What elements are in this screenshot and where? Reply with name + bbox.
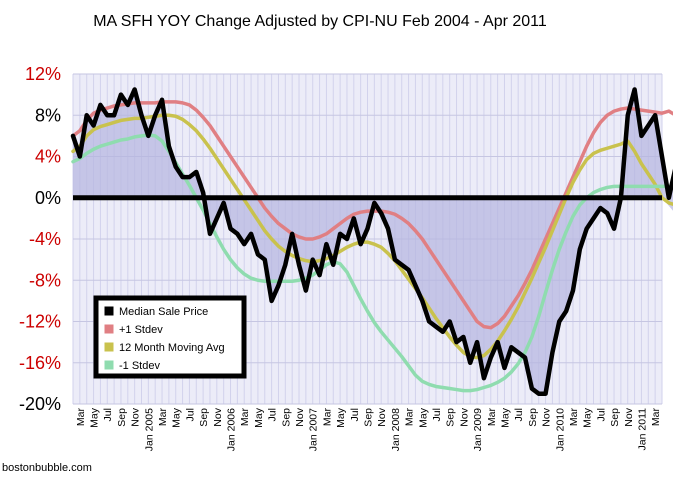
x-tick-label: Sep	[280, 408, 292, 427]
x-tick-label: Nov	[458, 407, 470, 426]
x-tick-label: Jan 2009	[472, 408, 484, 451]
x-tick-label: May	[582, 407, 594, 428]
legend-label: Median Sale Price	[119, 306, 208, 318]
x-tick-label: Jan 2011	[636, 408, 648, 451]
legend-label: 12 Month Moving Avg	[119, 342, 225, 354]
median-area-fill	[73, 89, 673, 394]
x-tick-label: Nov	[294, 407, 306, 426]
y-axis-ticks: 12% 8% 4% 0% -4% -8% -12% -16% -20%	[19, 64, 61, 414]
x-tick-label: Jul	[184, 408, 196, 421]
y-tick-label: 12%	[25, 64, 61, 84]
x-tick-label: Nov	[623, 407, 635, 426]
x-tick-label: May	[335, 407, 347, 428]
x-tick-label: Jan 2008	[390, 408, 402, 451]
legend-label: +1 Stdev	[119, 324, 163, 336]
y-tick-label: -8%	[29, 270, 61, 290]
y-tick-label: -20%	[19, 394, 61, 414]
y-tick-label: 0%	[35, 188, 61, 208]
x-tick-label: Jul	[431, 408, 443, 421]
series-lines	[70, 87, 673, 396]
legend-swatch	[103, 359, 115, 371]
x-tick-label: Sep	[609, 408, 621, 427]
legend-label: -1 Stdev	[119, 360, 160, 372]
y-tick-label: -4%	[29, 229, 61, 249]
x-tick-label: Jan 2007	[308, 408, 320, 451]
x-tick-label: Jan 2005	[143, 408, 155, 451]
x-tick-label: Sep	[198, 408, 210, 427]
x-tick-label: Jul	[102, 408, 114, 421]
x-axis-ticks: Mar May Jul Sep Nov Jan 2005 Mar May Jul Sep Nov Ja…	[75, 407, 662, 451]
x-tick-label: Jan 2010	[554, 408, 566, 451]
x-tick-label: Mar	[650, 408, 662, 427]
x-tick-label: Jul	[513, 408, 525, 421]
x-tick-label: Sep	[363, 408, 375, 427]
x-tick-label: Mar	[239, 408, 251, 427]
x-tick-label: Nov	[376, 407, 388, 426]
x-tick-label: Nov	[130, 407, 142, 426]
y-tick-label: 4%	[35, 147, 61, 167]
credit-text: bostonbubble.com	[2, 462, 92, 474]
x-tick-label: Mar	[404, 408, 416, 427]
x-tick-label: May	[417, 407, 429, 428]
x-tick-label: May	[253, 407, 265, 428]
legend: Median Sale Price +1 Stdev 12 Month Moving…	[93, 295, 247, 379]
y-tick-label: -16%	[19, 353, 61, 373]
x-tick-label: Mar	[75, 408, 87, 427]
x-tick-label: Nov	[541, 407, 553, 426]
x-tick-label: May	[499, 407, 511, 428]
x-tick-label: Mar	[157, 408, 169, 427]
legend-box	[93, 295, 247, 379]
x-tick-label: Sep	[527, 408, 539, 427]
legend-swatch	[103, 341, 115, 353]
x-tick-label: Sep	[116, 408, 128, 427]
x-tick-label: May	[171, 407, 183, 428]
x-tick-label: Mar	[568, 408, 580, 427]
series-line-median-sale-price	[70, 87, 673, 396]
y-tick-label: -12%	[19, 312, 61, 332]
x-tick-label: May	[89, 407, 101, 428]
series-line-1-stdev	[71, 100, 673, 330]
x-tick-label: Jan 2006	[226, 408, 238, 451]
x-tick-label: Jul	[349, 408, 361, 421]
x-tick-label: Mar	[321, 408, 333, 427]
x-tick-label: Jul	[267, 408, 279, 421]
legend-swatch	[103, 323, 115, 335]
y-tick-label: 8%	[35, 105, 61, 125]
series-line-1-stdev	[71, 133, 673, 393]
x-tick-label: Jul	[595, 408, 607, 421]
x-tick-label: Nov	[212, 407, 224, 426]
area-fill	[73, 89, 673, 394]
x-tick-label: Mar	[486, 408, 498, 427]
chart-title: MA SFH YOY Change Adjusted by CPI-NU Feb…	[93, 13, 547, 30]
legend-swatch	[103, 305, 115, 317]
x-tick-label: Sep	[445, 408, 457, 427]
